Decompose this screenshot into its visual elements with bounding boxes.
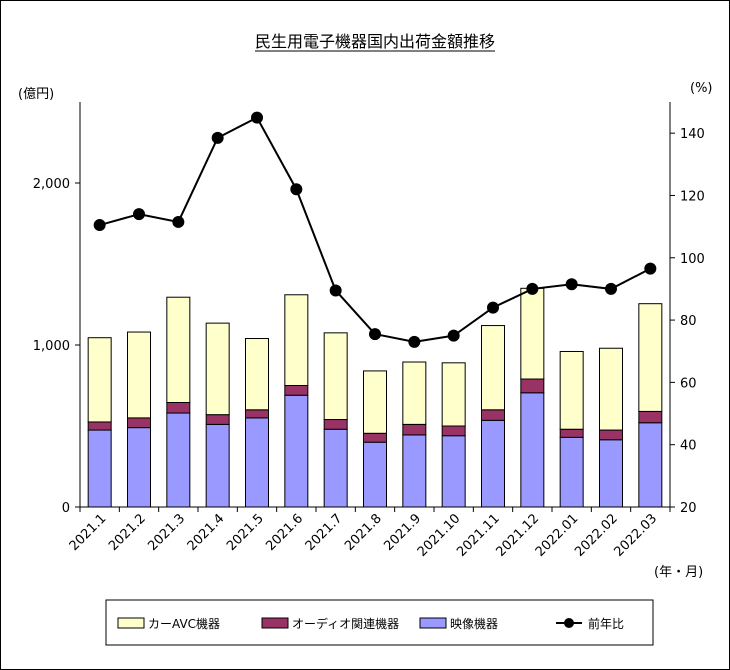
bar-segment bbox=[481, 409, 505, 421]
line-point bbox=[329, 284, 342, 297]
y-tick-label: 0 bbox=[62, 501, 70, 516]
bar-segment bbox=[559, 350, 584, 430]
bar-segment bbox=[284, 385, 309, 396]
line-point bbox=[172, 215, 185, 228]
legend-swatch bbox=[261, 617, 289, 629]
bar-segment bbox=[481, 419, 505, 508]
line-point bbox=[93, 219, 106, 232]
legend-label: 映像機器 bbox=[450, 616, 498, 631]
x-tick-label: 2021.5 bbox=[224, 511, 267, 554]
x-tick-label: 2021.1 bbox=[67, 511, 110, 554]
bar-segment bbox=[284, 394, 309, 508]
legend: カーAVC機器 オーディオ関連機器 映像機器 前年比 bbox=[105, 599, 654, 646]
bar-segment bbox=[363, 441, 387, 508]
bar-segment bbox=[559, 428, 584, 438]
x-axis-unit: (年・月) bbox=[654, 565, 703, 580]
legend-label: カーAVC機器 bbox=[148, 616, 220, 631]
left-axis-unit: (億円) bbox=[18, 86, 54, 102]
y-tick-label: 1,000 bbox=[33, 339, 70, 354]
x-tick-label: 2021.2 bbox=[106, 511, 149, 554]
bar-segment bbox=[166, 296, 191, 404]
bar-segment bbox=[441, 435, 466, 508]
bar-segment bbox=[87, 421, 112, 431]
y2-tick-label: 40 bbox=[680, 439, 697, 454]
legend-label: オーディオ関連機器 bbox=[292, 616, 399, 631]
line-point bbox=[526, 282, 539, 295]
x-tick-label: 2021.6 bbox=[263, 511, 306, 554]
line-point bbox=[251, 111, 263, 124]
bar-segment bbox=[481, 325, 505, 411]
legend-swatch bbox=[419, 617, 447, 629]
bar-segment bbox=[599, 429, 623, 441]
bar-segment bbox=[520, 287, 545, 380]
bar-segment bbox=[638, 410, 663, 424]
bar-segment bbox=[166, 412, 191, 508]
bar-segment bbox=[638, 303, 663, 412]
right-axis-unit: (%) bbox=[690, 81, 713, 96]
bar-segment bbox=[402, 423, 427, 436]
bar-segment bbox=[323, 332, 348, 421]
y2-tick-label: 120 bbox=[680, 189, 705, 204]
bar-segment bbox=[205, 414, 230, 425]
x-tick-label: 2021.3 bbox=[145, 511, 188, 554]
bar-segment bbox=[205, 423, 230, 508]
line-point bbox=[369, 328, 381, 341]
x-tick-label: 2022.03 bbox=[612, 511, 661, 560]
bar-segment bbox=[402, 434, 427, 508]
line-point bbox=[408, 335, 421, 348]
bar-segment bbox=[245, 417, 269, 508]
line-point bbox=[211, 131, 224, 144]
legend-point-marker bbox=[564, 618, 574, 628]
line-point bbox=[644, 262, 657, 275]
line-point bbox=[565, 278, 578, 291]
bar-segment bbox=[363, 432, 387, 443]
bar-segment bbox=[127, 427, 151, 508]
x-tick-label: 2021.4 bbox=[185, 511, 228, 554]
x-tick-label: 2021.7 bbox=[303, 511, 346, 554]
bar-segment bbox=[599, 439, 623, 508]
bar-segment bbox=[520, 378, 545, 394]
bar-segment bbox=[520, 392, 545, 508]
line-point bbox=[447, 329, 460, 342]
bar-segment bbox=[441, 362, 466, 427]
line-point bbox=[487, 301, 499, 314]
y-tick-label: 2,000 bbox=[33, 177, 70, 192]
legend-label: 前年比 bbox=[588, 616, 624, 631]
bar-segment bbox=[402, 361, 427, 425]
y2-tick-label: 140 bbox=[680, 127, 705, 142]
y2-tick-label: 60 bbox=[680, 376, 697, 391]
plot-area: 0 1,000 2,000 20 40 60 80 100 120 140 2021.12021.2… bbox=[33, 102, 705, 560]
bar-segment bbox=[441, 425, 466, 437]
bar-segment bbox=[205, 322, 230, 416]
bar-segment bbox=[599, 347, 623, 431]
chart-title: 民生用電子機器国内出荷金額推移 bbox=[255, 32, 495, 51]
bar-segment bbox=[87, 337, 112, 423]
legend-swatch bbox=[117, 617, 145, 629]
bar-segment bbox=[245, 409, 269, 419]
bar-segment bbox=[127, 331, 151, 419]
bar-segment bbox=[166, 402, 191, 414]
y2-tick-label: 20 bbox=[680, 501, 697, 516]
bar-segment bbox=[638, 422, 663, 508]
line-point bbox=[605, 282, 617, 295]
bar-segment bbox=[323, 428, 348, 508]
bar-segment bbox=[127, 417, 151, 429]
bar-segment bbox=[323, 419, 348, 430]
bar-segment bbox=[559, 436, 584, 508]
line-point bbox=[290, 183, 303, 196]
bar-segment bbox=[284, 294, 309, 386]
x-tick-label: 2021.8 bbox=[342, 511, 385, 554]
bar-segment bbox=[87, 429, 112, 508]
bar-segment bbox=[245, 338, 269, 411]
bar-segment bbox=[363, 370, 387, 434]
line-point bbox=[133, 208, 145, 221]
y2-tick-label: 80 bbox=[680, 314, 697, 329]
y2-tick-label: 100 bbox=[680, 252, 705, 267]
